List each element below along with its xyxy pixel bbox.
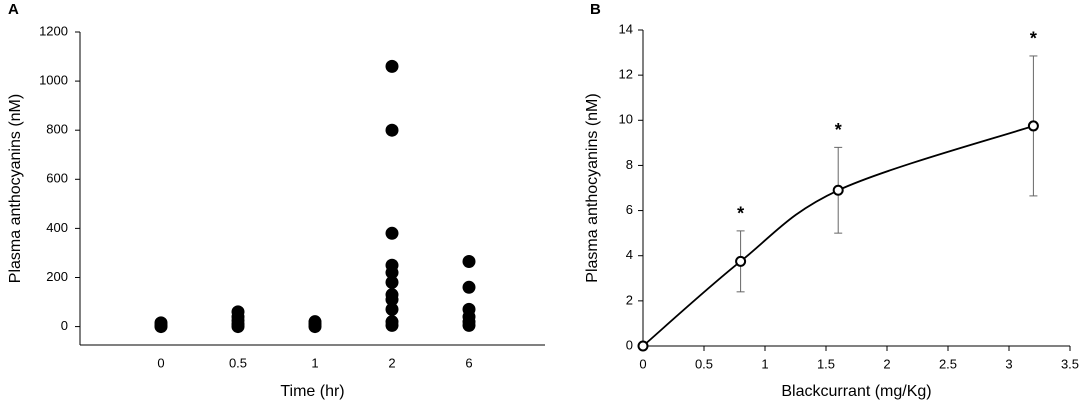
x-tick-label: 3.5 xyxy=(1061,356,1079,371)
x-tick-label: 1 xyxy=(311,355,318,370)
y-tick-label: 14 xyxy=(619,21,633,36)
x-tick-label: 3 xyxy=(1005,356,1012,371)
point xyxy=(385,293,399,307)
y-tick-label: 800 xyxy=(46,122,68,137)
x-tick-label: 2 xyxy=(388,355,395,370)
y-tick-label: 600 xyxy=(46,171,68,186)
point xyxy=(462,255,476,269)
point xyxy=(385,302,399,316)
y-tick-label: 12 xyxy=(619,67,633,82)
y-tick-label: 2 xyxy=(626,292,633,307)
annotation: * xyxy=(1030,29,1037,49)
y-tick-label: 1200 xyxy=(39,23,68,38)
y-tick-label: 0 xyxy=(626,337,633,352)
point xyxy=(385,226,399,240)
x-tick-label: 0 xyxy=(157,355,164,370)
annotation: * xyxy=(737,204,744,224)
point xyxy=(385,266,399,280)
x-axis-label: Blackcurrant (mg/Kg) xyxy=(781,383,931,400)
panel-label: A xyxy=(8,1,19,18)
x-tick-label: 6 xyxy=(465,355,472,370)
x-tick-label: 1 xyxy=(761,356,768,371)
x-axis-label: Time (hr) xyxy=(280,383,344,400)
x-tick-label: 0.5 xyxy=(229,355,247,370)
point xyxy=(308,315,322,329)
y-tick-label: 400 xyxy=(46,220,68,235)
point xyxy=(1027,120,1039,132)
x-tick-label: 1.5 xyxy=(817,356,835,371)
point xyxy=(832,184,844,196)
y-tick-label: 10 xyxy=(619,112,633,127)
point xyxy=(385,123,399,137)
y-axis-label: Plasma anthocyanins (nM) xyxy=(584,93,601,282)
x-tick-label: 2.5 xyxy=(939,356,957,371)
x-tick-label: 2 xyxy=(883,356,890,371)
point xyxy=(385,318,399,332)
y-axis-label: Plasma anthocyanins (nM) xyxy=(7,94,24,283)
point xyxy=(735,255,747,267)
annotation: * xyxy=(835,120,842,140)
y-tick-label: 8 xyxy=(626,157,633,172)
y-tick-label: 4 xyxy=(626,247,633,262)
line xyxy=(642,125,1034,347)
x-tick-label: 0.5 xyxy=(695,356,713,371)
point xyxy=(385,275,399,289)
point xyxy=(231,305,245,319)
y-tick-label: 1000 xyxy=(39,73,68,88)
x-tick-label: 0 xyxy=(639,356,646,371)
y-tick-label: 200 xyxy=(46,269,68,284)
point xyxy=(637,340,649,352)
point xyxy=(385,59,399,73)
point xyxy=(462,280,476,294)
y-tick-label: 0 xyxy=(61,318,68,333)
panel-label: B xyxy=(590,1,601,18)
y-tick-label: 6 xyxy=(626,202,633,217)
point xyxy=(462,318,476,332)
point xyxy=(154,316,168,330)
